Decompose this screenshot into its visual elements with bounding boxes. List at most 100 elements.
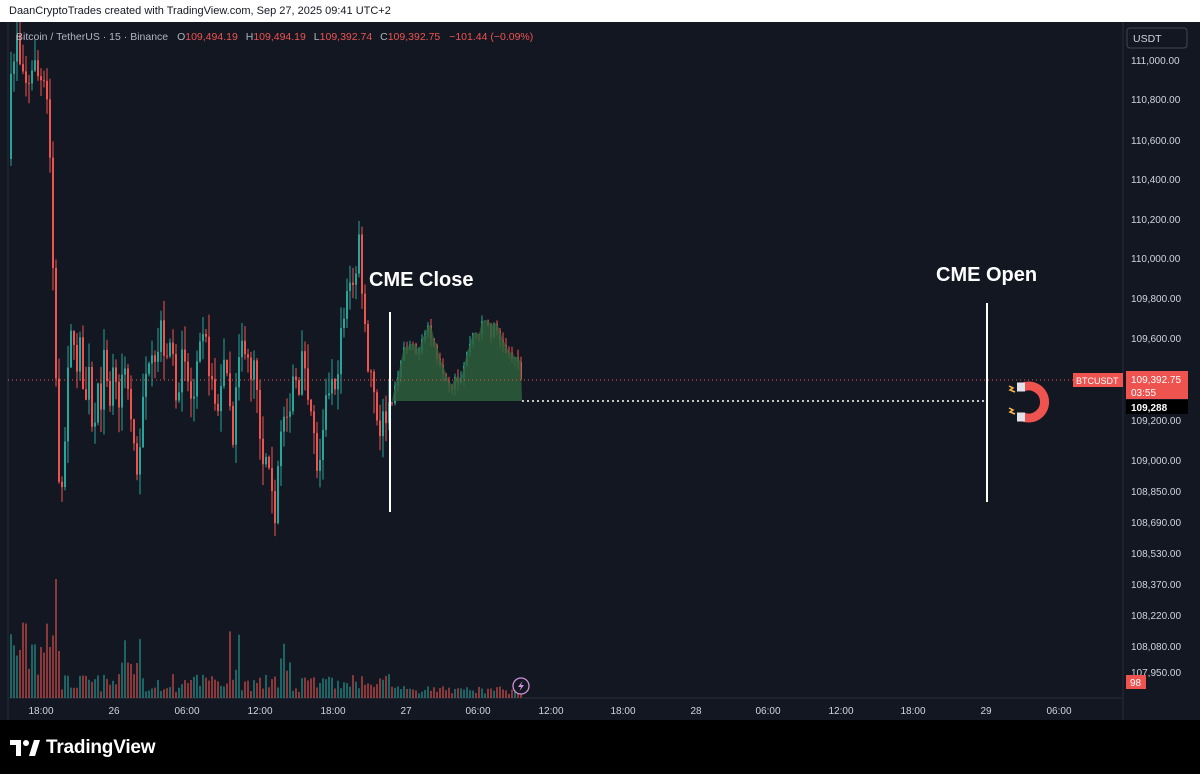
lightning-icon[interactable] — [512, 677, 530, 695]
legend-change: −101.44 (−0.09%) — [449, 31, 533, 43]
candle-body — [181, 349, 183, 393]
volume-bar — [313, 677, 315, 698]
time-axis-label: 27 — [400, 706, 412, 717]
price-axis-label: 109,200.00 — [1131, 416, 1181, 427]
candle-body — [280, 431, 282, 467]
volume-bar — [448, 687, 450, 698]
volume-bar — [139, 639, 141, 698]
magnet-icon — [1008, 381, 1049, 423]
volume-bar — [181, 684, 183, 698]
candle-body — [343, 318, 345, 329]
candle-body — [220, 385, 222, 412]
tradingview-logo[interactable]: TradingView — [10, 737, 156, 759]
legend-l-label: L — [314, 31, 320, 43]
volume-bar — [217, 681, 219, 698]
candle-body — [322, 429, 324, 460]
candle-body — [379, 420, 381, 437]
volume-bar — [142, 678, 144, 698]
volume-bar — [46, 623, 48, 698]
candle-body — [19, 34, 21, 65]
volume-bar — [343, 682, 345, 698]
plot-pane[interactable] — [8, 22, 1123, 698]
currency-box[interactable] — [1126, 27, 1188, 49]
volume-bar — [334, 688, 336, 698]
volume-bar — [163, 689, 165, 698]
currency-label: USDT — [1133, 33, 1162, 45]
candle-body — [172, 342, 174, 355]
volume-bar — [301, 678, 303, 698]
volume-bar — [442, 686, 444, 698]
volume-bar — [436, 691, 438, 698]
volume-bar — [61, 689, 63, 698]
candle-body — [91, 367, 93, 427]
price-axis-label: 108,530.00 — [1131, 549, 1181, 560]
volume-bar — [520, 693, 522, 698]
candle-body — [73, 330, 75, 345]
time-axis-label: 18:00 — [320, 706, 345, 717]
volume-bar — [424, 689, 426, 698]
volume-bar — [496, 687, 498, 698]
candle-body — [58, 378, 60, 482]
symbol-tag-text: BTCUSDT — [1076, 376, 1119, 386]
volume-bar — [457, 688, 459, 698]
time-axis[interactable]: 18:00 26 06:00 12:00 18:00 27 06:00 12:00 18:00 2… — [28, 706, 1071, 717]
volume-bar — [460, 688, 462, 698]
candle-body — [367, 323, 369, 372]
candle-body — [232, 406, 234, 445]
candle-body — [145, 373, 147, 397]
candle-body — [136, 443, 138, 475]
candle-body — [160, 320, 162, 352]
price-axis-label: 110,600.00 — [1131, 136, 1181, 147]
candle-body — [22, 64, 24, 72]
candle-body — [313, 411, 315, 434]
volume-bar — [187, 683, 189, 698]
candle-body — [310, 399, 312, 412]
volume-bar — [409, 688, 411, 698]
candle-body — [28, 82, 30, 84]
volume-bar — [289, 662, 291, 698]
volume-bar — [259, 677, 261, 698]
volume-bar — [262, 688, 264, 698]
time-axis-label: 18:00 — [610, 706, 635, 717]
header-text: DaanCryptoTrades created with TradingVie… — [9, 5, 391, 17]
volume-bar — [19, 649, 21, 698]
candle-body — [244, 340, 246, 355]
candle-body — [109, 380, 111, 406]
volume-bar — [487, 688, 489, 698]
volume-bar — [145, 691, 147, 698]
volume-bar — [394, 687, 396, 698]
volume-bar — [463, 689, 465, 698]
volume-bar — [106, 678, 108, 698]
legend-h-value: 109,494.19 — [253, 31, 306, 43]
volume-bar — [361, 676, 363, 698]
volume-bar — [265, 674, 267, 698]
price-axis[interactable]: 111,000.00 110,800.00 110,600.00 110,400.00… — [1131, 56, 1181, 679]
volume-bar — [511, 689, 513, 698]
volume-bar — [85, 675, 87, 698]
volume-bar — [310, 678, 312, 698]
volume-bar — [88, 679, 90, 698]
volume-bar — [322, 678, 324, 698]
volume-bar — [94, 679, 96, 698]
volume-bar — [292, 690, 294, 698]
volume-bar — [400, 689, 402, 698]
volume-bar — [367, 683, 369, 698]
candle-body — [100, 383, 102, 410]
volume-bar — [43, 652, 45, 698]
time-axis-label: 28 — [690, 706, 702, 717]
candle-body — [253, 360, 255, 380]
volume-bar — [451, 693, 453, 698]
candle-body — [286, 416, 288, 418]
price-chart[interactable]: CME Close CME Open Bitcoin / TetherUS · … — [0, 22, 1200, 720]
legend-o-value: 109,494.19 — [185, 31, 238, 43]
volume-bar — [499, 686, 501, 698]
candle-body — [238, 357, 240, 388]
tradingview-brand: TradingView — [46, 737, 156, 758]
candle-body — [163, 320, 165, 356]
candle-body — [259, 389, 261, 439]
volume-bar — [250, 691, 252, 698]
candle-body — [292, 376, 294, 412]
candle-body — [301, 351, 303, 395]
volume-bar — [223, 686, 225, 698]
volume-bar — [160, 690, 162, 698]
